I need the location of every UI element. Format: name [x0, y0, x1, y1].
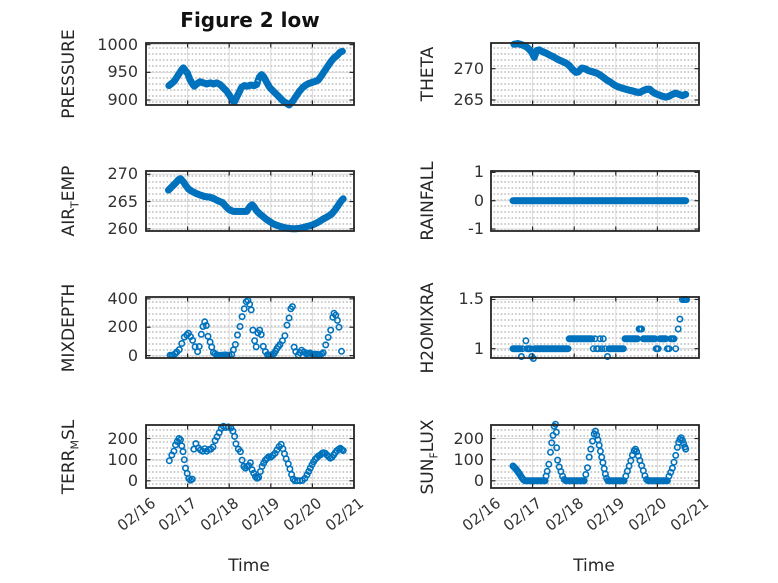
theta-plot-area — [490, 43, 699, 105]
pressure-y-axis-label: PRESSURE — [59, 29, 79, 119]
figure-title: Figure 2 low — [180, 8, 320, 32]
rainfall-ytick-1: 1 — [473, 162, 484, 182]
theta-ytick-265: 265 — [453, 89, 484, 109]
sun_flux-xtick-02-20: 02/20 — [624, 494, 670, 535]
terr_msl-xtick-02-18: 02/18 — [196, 494, 242, 535]
pressure-ytick-1000: 1000 — [97, 34, 138, 54]
air_temp-scatter — [144, 170, 355, 233]
sun_flux-xtick-02-16: 02/16 — [458, 494, 504, 535]
terr_msl-ytick-200: 200 — [107, 428, 138, 448]
sun_flux-y-axis-label: SUNFLUX — [418, 419, 441, 494]
terr_msl-ytick-100: 100 — [107, 449, 138, 469]
sun_flux-ytick-200: 200 — [453, 428, 484, 448]
sun_flux-xtick-02-19: 02/19 — [583, 494, 629, 535]
air_temp-ytick-265: 265 — [107, 191, 138, 211]
x-axis-label-left-column: Time — [228, 556, 270, 576]
mixdepth-plot-area — [145, 297, 354, 358]
h2omixra-ytick-1.5: 1.5 — [458, 289, 484, 309]
terr_msl-xtick-02-17: 02/17 — [155, 494, 201, 535]
mixdepth-ytick-0: 0 — [127, 345, 138, 365]
mixdepth-y-axis-label: MIXDEPTH — [59, 283, 79, 372]
rainfall-plot-area — [490, 171, 699, 231]
pressure-scatter — [144, 42, 355, 109]
pressure-ytick-900: 900 — [107, 90, 138, 110]
sun_flux-ytick-100: 100 — [453, 449, 484, 469]
h2omixra-ytick-1: 1 — [473, 338, 484, 358]
sun_flux-xtick-02-21: 02/21 — [666, 494, 712, 535]
theta-y-axis-label: THETA — [418, 46, 438, 102]
mixdepth-ytick-200: 200 — [107, 317, 138, 337]
h2omixra-y-axis-label: H2OMIXRA — [418, 281, 438, 374]
rainfall-ytick--1: -1 — [468, 219, 484, 239]
terr_msl-xtick-02-21: 02/21 — [321, 494, 367, 535]
terr_msl-plot-area — [145, 425, 354, 488]
sun_flux-ytick-0: 0 — [473, 470, 484, 490]
pressure-ytick-950: 950 — [107, 62, 138, 82]
terr_msl-y-axis-label: TERRMSL — [59, 419, 82, 494]
rainfall-y-axis-label: RAINFALL — [418, 161, 438, 241]
h2omixra-plot-area — [490, 297, 699, 358]
air_temp-ytick-270: 270 — [107, 164, 138, 184]
mixdepth-scatter — [144, 296, 355, 359]
terr_msl-ytick-0: 0 — [127, 470, 138, 490]
sun_flux-plot-area — [490, 425, 699, 488]
mixdepth-ytick-400: 400 — [107, 288, 138, 308]
terr_msl-xtick-02-16: 02/16 — [113, 494, 159, 535]
rainfall-scatter — [489, 170, 700, 232]
theta-scatter — [489, 40, 700, 106]
air_temp-y-axis-label: AIRTEMP — [59, 165, 82, 237]
theta-ytick-270: 270 — [453, 58, 484, 78]
terr_msl-xtick-02-20: 02/20 — [279, 494, 325, 535]
rainfall-ytick-0: 0 — [473, 190, 484, 210]
sun_flux-xtick-02-17: 02/17 — [500, 494, 546, 535]
x-axis-label-right-column: Time — [573, 556, 615, 576]
terr_msl-xtick-02-19: 02/19 — [238, 494, 284, 535]
air_temp-ytick-260: 260 — [107, 218, 138, 238]
h2omixra-scatter — [489, 296, 700, 363]
pressure-plot-area — [145, 43, 354, 105]
sun_flux-xtick-02-18: 02/18 — [541, 494, 587, 535]
sun_flux-scatter — [489, 420, 700, 489]
air_temp-plot-area — [145, 171, 354, 231]
terr_msl-scatter — [144, 422, 355, 489]
